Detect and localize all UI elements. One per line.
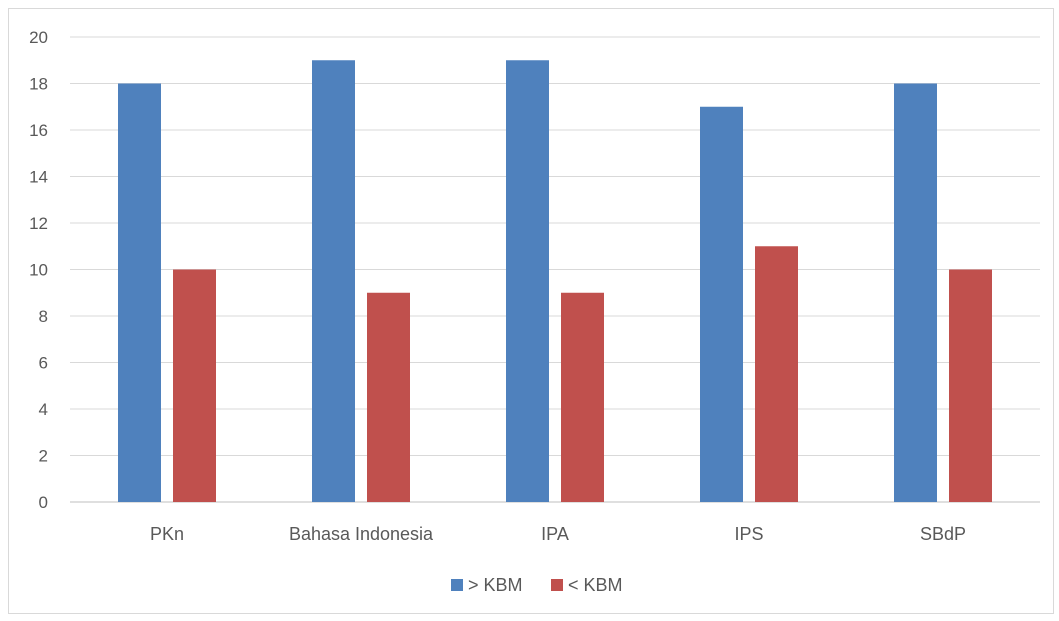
legend-swatch <box>551 579 563 591</box>
y-tick-label: 2 <box>39 447 48 466</box>
x-category-label: PKn <box>150 524 184 544</box>
y-tick-label: 4 <box>39 400 48 419</box>
bar <box>949 269 992 502</box>
bar <box>561 292 604 502</box>
bar <box>700 106 743 502</box>
y-tick-label: 10 <box>29 261 48 280</box>
y-tick-label: 12 <box>29 214 48 233</box>
legend-label: > KBM <box>468 575 523 595</box>
y-tick-label: 16 <box>29 121 48 140</box>
x-category-label: IPA <box>541 524 569 544</box>
bar <box>173 269 216 502</box>
x-category-label: SBdP <box>920 524 966 544</box>
bar <box>312 60 355 502</box>
bar <box>755 246 798 502</box>
y-tick-label: 6 <box>39 354 48 373</box>
x-category-label: Bahasa Indonesia <box>289 524 434 544</box>
gridlines <box>70 36 1040 503</box>
legend-swatch <box>451 579 463 591</box>
y-tick-label: 18 <box>29 75 48 94</box>
bars <box>118 60 992 502</box>
legend: > KBM < KBM <box>451 575 623 595</box>
y-axis-tick-labels: 0 2 4 6 8 10 12 14 16 18 20 <box>29 28 48 512</box>
legend-label: < KBM <box>568 575 623 595</box>
x-category-label: IPS <box>734 524 763 544</box>
bar <box>894 83 937 502</box>
y-tick-label: 14 <box>29 168 48 187</box>
x-axis-category-labels: PKn Bahasa Indonesia IPA IPS SBdP <box>150 524 966 544</box>
bar <box>506 60 549 502</box>
bar <box>118 83 161 502</box>
y-tick-label: 8 <box>39 307 48 326</box>
y-tick-label: 20 <box>29 28 48 47</box>
bar <box>367 292 410 502</box>
y-tick-label: 0 <box>39 493 48 512</box>
